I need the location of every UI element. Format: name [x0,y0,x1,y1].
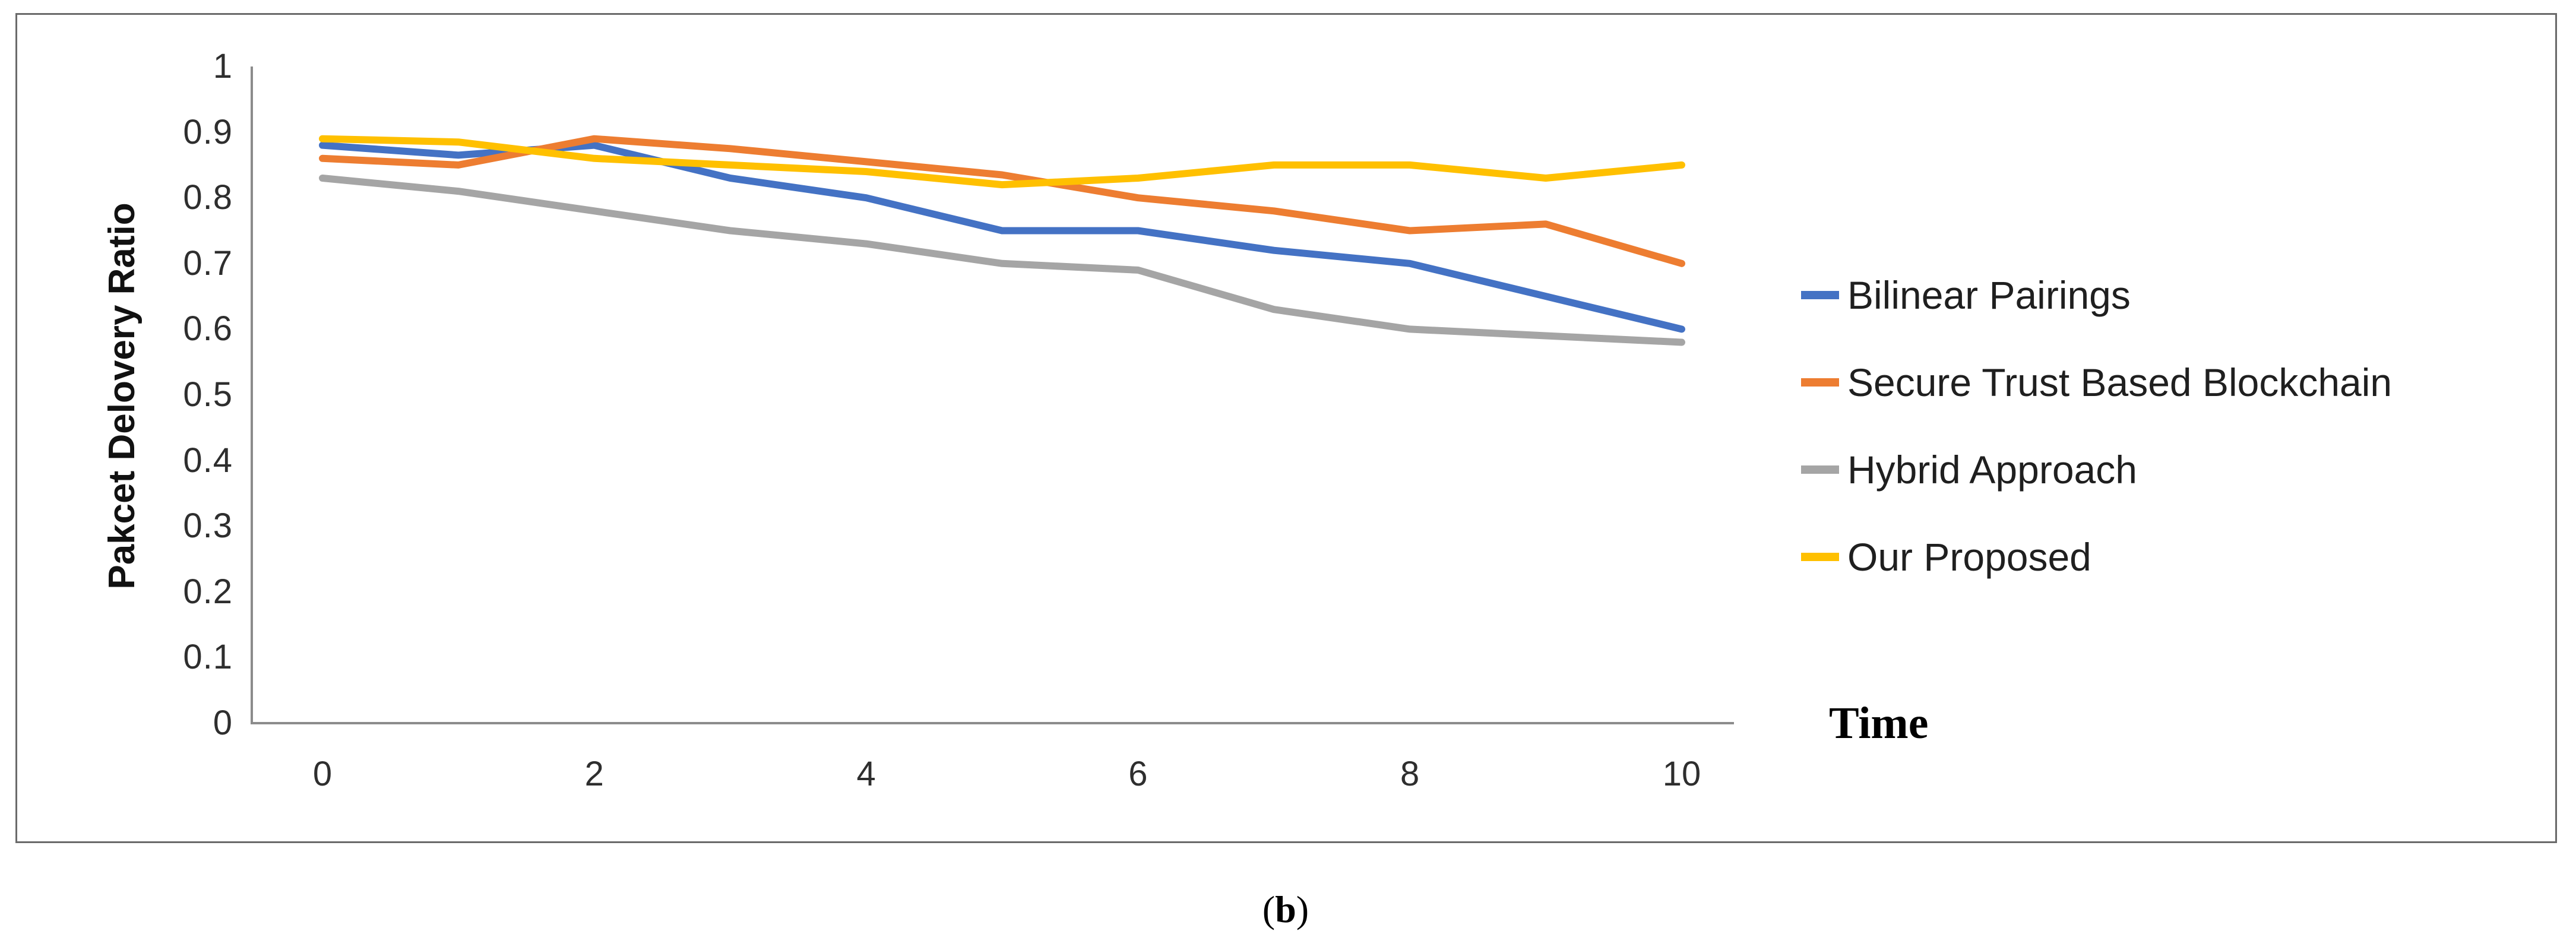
y-tick-label-1: 1 [213,47,233,85]
series-line-hybrid-approach [319,175,1685,346]
x-tick-label-8: 8 [1400,755,1420,793]
series-line-secure-trust-based-blockchain [319,135,1685,267]
figure-caption: (b) [1211,888,1360,932]
y-tick-label-0.9: 0.9 [183,112,233,151]
legend-label: Secure Trust Based Blockchain [1847,360,2393,404]
x-axis-title: Time [1829,698,1929,748]
caption-paren-open: ( [1262,888,1276,930]
legend-swatch-blue [1801,291,1839,299]
legend-item-our-proposed: Our Proposed [1801,536,2392,578]
y-tick-label-0.6: 0.6 [183,309,233,349]
y-tick-label-0.1: 0.1 [183,638,233,677]
legend-label: Hybrid Approach [1847,448,2137,492]
y-tick-label-0: 0 [213,704,233,742]
x-tick-label-4: 4 [856,755,876,793]
legend-label: Our Proposed [1847,535,2091,579]
caption-paren-close: ) [1296,888,1309,930]
legend-item-bilinear-pairings: Bilinear Pairings [1801,274,2392,316]
chart-legend: Bilinear Pairings Secure Trust Based Blo… [1801,274,2392,623]
x-tick-label-6: 6 [1128,755,1148,793]
caption-letter: b [1275,888,1296,930]
legend-swatch-yellow [1801,553,1839,561]
legend-swatch-gray [1801,465,1839,474]
x-tick-label-2: 2 [584,755,604,793]
legend-item-secure-trust-based-blockchain: Secure Trust Based Blockchain [1801,362,2392,403]
y-tick-label-0.8: 0.8 [183,178,233,217]
y-tick-label-0.5: 0.5 [183,375,233,414]
x-tick-label-0: 0 [312,755,333,793]
x-tick-label-10: 10 [1662,755,1701,793]
y-tick-label-0.2: 0.2 [183,572,233,611]
legend-swatch-orange [1801,378,1839,387]
series-line-our-proposed [319,135,1685,189]
y-tick-label-0.4: 0.4 [183,441,233,480]
legend-label: Bilinear Pairings [1847,273,2131,317]
y-tick-label-0.7: 0.7 [183,243,233,283]
axis-lines [251,66,1734,724]
legend-item-hybrid-approach: Hybrid Approach [1801,449,2392,490]
y-tick-label-0.3: 0.3 [183,506,233,546]
